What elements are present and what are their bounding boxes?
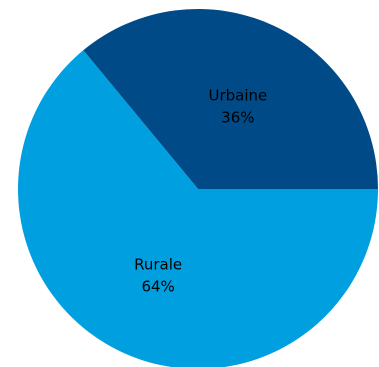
slice-label-urbaine: Urbaine xyxy=(208,86,267,104)
slice-value-label-urbaine: 36% xyxy=(221,108,254,126)
pie-slice-rurale xyxy=(18,50,378,367)
slice-label-rurale: Rurale xyxy=(134,256,182,274)
pie-slice-urbaine xyxy=(83,8,379,190)
slice-value-label-rurale: 64% xyxy=(141,278,174,296)
